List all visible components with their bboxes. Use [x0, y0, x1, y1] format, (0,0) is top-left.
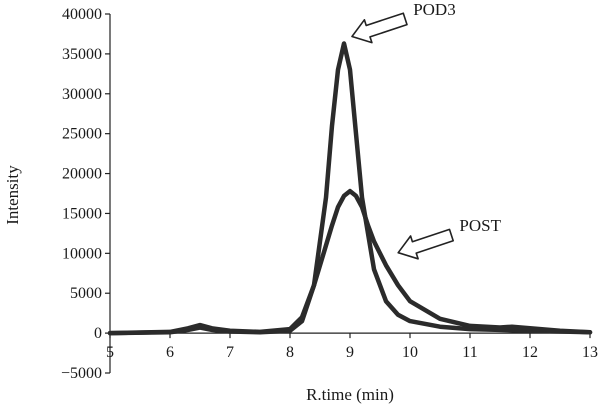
axes: [105, 13, 591, 374]
annotation-arrow-post: [397, 228, 455, 260]
annotation-arrow-pod3: [351, 12, 408, 44]
annotations: POD3 POST: [351, 0, 502, 260]
x-tick-label: 7: [226, 344, 234, 361]
series-line-post: [107, 188, 593, 336]
y-tick-label: 0: [94, 325, 102, 342]
x-tick-label: 6: [166, 344, 174, 361]
y-tick-label: 10000: [62, 245, 102, 262]
y-tick-label: 25000: [62, 126, 102, 143]
y-tick-label: 20000: [62, 166, 102, 183]
annotation-label-pod3: POD3: [413, 0, 456, 19]
series-line-pod3: [107, 41, 593, 336]
y-tick-label: 40000: [62, 6, 102, 23]
annotation-label-post: POST: [459, 216, 501, 235]
y-tick-label: 5000: [70, 285, 102, 302]
series-lines: [107, 41, 593, 336]
y-tick-label: 35000: [62, 46, 102, 63]
x-tick-label: 9: [346, 344, 354, 361]
x-tick-label: 5: [106, 344, 114, 361]
x-tick-label: 13: [582, 344, 598, 361]
x-tick-label: 8: [286, 344, 294, 361]
tick-labels: −5000 0 5000 10000 15000 20000 25000 30000 35000…: [61, 6, 598, 382]
x-axis-title: R.time (min): [306, 385, 394, 404]
x-tick-label: 11: [462, 344, 477, 361]
x-tick-label: 12: [522, 344, 538, 361]
x-tick-label: 10: [402, 344, 418, 361]
y-tick-label: 30000: [62, 86, 102, 103]
y-tick-label: −5000: [61, 365, 102, 382]
y-axis-title: Intensity: [3, 165, 22, 225]
y-tick-label: 15000: [62, 205, 102, 222]
